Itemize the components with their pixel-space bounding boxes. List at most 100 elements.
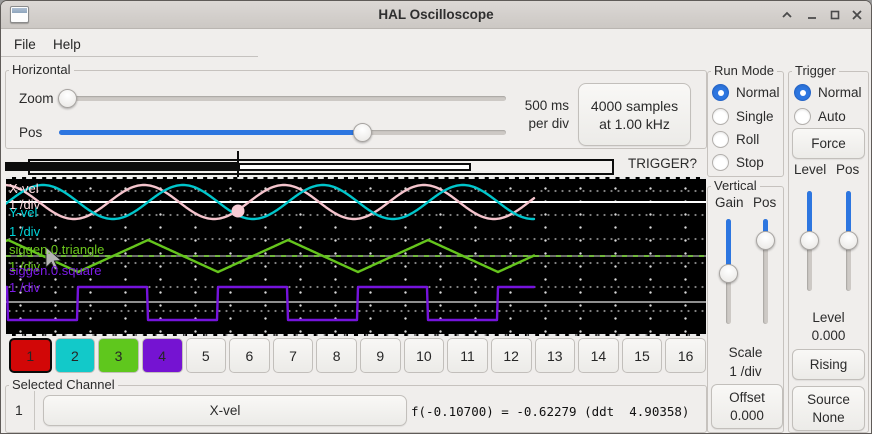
force-button[interactable]: Force <box>792 128 865 159</box>
channel-button-1[interactable]: 1 <box>9 338 52 373</box>
run-mode-panel: Run Mode <box>707 63 784 177</box>
tpos-slider-handle[interactable] <box>839 231 858 250</box>
channel-button-7[interactable]: 7 <box>272 338 314 373</box>
menubar: File Help <box>1 30 871 57</box>
channel-button-5[interactable]: 5 <box>185 338 227 373</box>
vertical-pos-slider[interactable] <box>756 219 775 324</box>
pos-slider-handle[interactable] <box>353 123 372 142</box>
samples-button-line2: at 1.00 kHz <box>599 115 670 132</box>
scope-channel-label: 1 /div <box>9 259 41 274</box>
trigger-level-readout-label: Level <box>812 310 845 325</box>
run-mode-roll-radio[interactable]: Roll <box>712 130 759 148</box>
offset-button-line1: Offset <box>729 389 765 405</box>
trigger-normal-label: Normal <box>818 84 862 100</box>
run-mode-normal-radio[interactable]: Normal <box>712 83 780 101</box>
run-mode-stop-radio[interactable]: Stop <box>712 153 764 171</box>
minimize-button[interactable] <box>803 7 821 23</box>
gain-slider-fill <box>726 219 731 274</box>
channel-button-13[interactable]: 13 <box>534 338 576 373</box>
channel-button-15[interactable]: 15 <box>621 338 663 373</box>
pos-slider-fill <box>59 130 363 135</box>
titlebar[interactable]: HAL Oscilloscope <box>1 1 871 29</box>
record-post-trigger-bar <box>238 163 471 171</box>
trigger-level-label: Level <box>794 162 827 177</box>
time-per-div-line2: per div <box>528 116 569 131</box>
radio-off-icon <box>712 130 729 148</box>
close-button[interactable] <box>848 7 866 23</box>
selected-channel-number: 1 <box>15 402 23 418</box>
chevron-up-icon <box>782 11 792 18</box>
time-per-div-line1: 500 ms <box>524 98 569 113</box>
gain-slider-handle[interactable] <box>719 264 738 283</box>
trigger-level-slider[interactable] <box>800 191 819 291</box>
channel-button-6[interactable]: 6 <box>229 338 270 373</box>
trigger-normal-radio[interactable]: Normal <box>794 83 862 101</box>
minimize-icon <box>808 17 816 19</box>
trigger-status-label: TRIGGER? <box>628 156 698 171</box>
channel-button-2[interactable]: 2 <box>54 338 96 373</box>
trigger-auto-label: Auto <box>818 108 846 124</box>
trigger-tpos-slider[interactable] <box>839 191 858 291</box>
scope-channel-label: 1 /div <box>9 224 41 239</box>
channel-source-button[interactable]: X-vel <box>43 395 407 426</box>
menu-help[interactable]: Help <box>53 37 81 52</box>
radio-off-icon <box>712 153 729 171</box>
horizontal-zoom-slider[interactable] <box>58 89 506 108</box>
trigger-auto-radio[interactable]: Auto <box>794 107 846 125</box>
run-mode-normal-label: Normal <box>736 84 780 100</box>
channel-button-8[interactable]: 8 <box>316 338 357 373</box>
zoom-slider-handle[interactable] <box>58 89 77 108</box>
trigger-edge-button[interactable]: Rising <box>792 349 865 380</box>
channel-button-3[interactable]: 3 <box>98 338 139 373</box>
level-slider-handle[interactable] <box>800 231 819 250</box>
zoom-label: Zoom <box>19 91 54 106</box>
channel-button-4[interactable]: 4 <box>141 338 183 373</box>
menu-file[interactable]: File <box>14 37 36 52</box>
vertical-panel: Vertical <box>707 178 784 433</box>
vertical-gain-slider[interactable] <box>719 219 738 324</box>
channel-button-12[interactable]: 12 <box>490 338 532 373</box>
scope-channel-label: siggen.0.triangle <box>9 242 105 257</box>
scope-channel-label: X-vel <box>9 181 39 196</box>
channel-button-9[interactable]: 9 <box>360 338 401 373</box>
trigger-level-value: 0.000 <box>811 328 846 343</box>
scope-traces <box>6 183 706 322</box>
horizontal-pos-slider[interactable] <box>59 123 506 142</box>
run-mode-legend: Run Mode <box>711 63 777 78</box>
samples-button[interactable]: 4000 samples at 1.00 kHz <box>578 83 691 146</box>
rollup-button[interactable] <box>778 7 796 23</box>
maximize-icon <box>830 10 840 20</box>
trigger-source-button[interactable]: Source None <box>792 386 865 431</box>
vertical-gain-label: Gain <box>715 195 744 210</box>
scope-channel-label: 1 /div <box>9 280 41 295</box>
scope-bottom-dashed-border <box>6 334 706 336</box>
radio-on-icon <box>712 83 729 101</box>
channel-button-10[interactable]: 10 <box>403 338 445 373</box>
close-icon <box>852 10 862 20</box>
trigger-source-line2: None <box>812 409 845 425</box>
channel-button-14[interactable]: 14 <box>578 338 619 373</box>
run-mode-stop-label: Stop <box>736 154 764 170</box>
vertical-legend: Vertical <box>711 178 760 193</box>
scope-channel-label: Y-vel <box>9 205 38 220</box>
trace-siggen.0.square <box>6 285 536 322</box>
trigger-legend: Trigger <box>792 63 839 78</box>
samples-button-line1: 4000 samples <box>590 97 679 114</box>
scale-value: 1 /div <box>729 364 762 379</box>
radio-off-icon <box>712 107 729 125</box>
run-mode-single-label: Single <box>736 108 774 124</box>
selected-channel-legend: Selected Channel <box>9 377 118 392</box>
vpos-slider-handle[interactable] <box>756 231 775 250</box>
maximize-button[interactable] <box>826 7 844 23</box>
offset-button[interactable]: Offset 0.000 <box>711 384 783 429</box>
scope-display[interactable]: X-vel 1 /div Y-vel 1 /div siggen.0.triangle 1… <box>6 177 706 336</box>
radio-on-icon <box>794 83 811 101</box>
selected-channel-panel: Selected Channel <box>5 377 707 433</box>
channel-button-11[interactable]: 11 <box>447 338 488 373</box>
channel-button-16[interactable]: 16 <box>665 338 706 373</box>
run-mode-single-radio[interactable]: Single <box>712 107 774 125</box>
trigger-point-marker <box>231 204 245 218</box>
app-window-icon <box>10 6 29 23</box>
mouse-cursor-icon <box>45 245 63 271</box>
